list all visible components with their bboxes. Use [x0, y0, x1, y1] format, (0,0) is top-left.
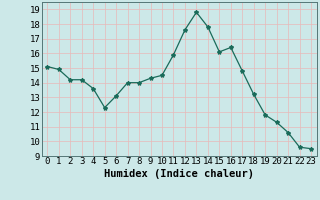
X-axis label: Humidex (Indice chaleur): Humidex (Indice chaleur) [104, 169, 254, 179]
